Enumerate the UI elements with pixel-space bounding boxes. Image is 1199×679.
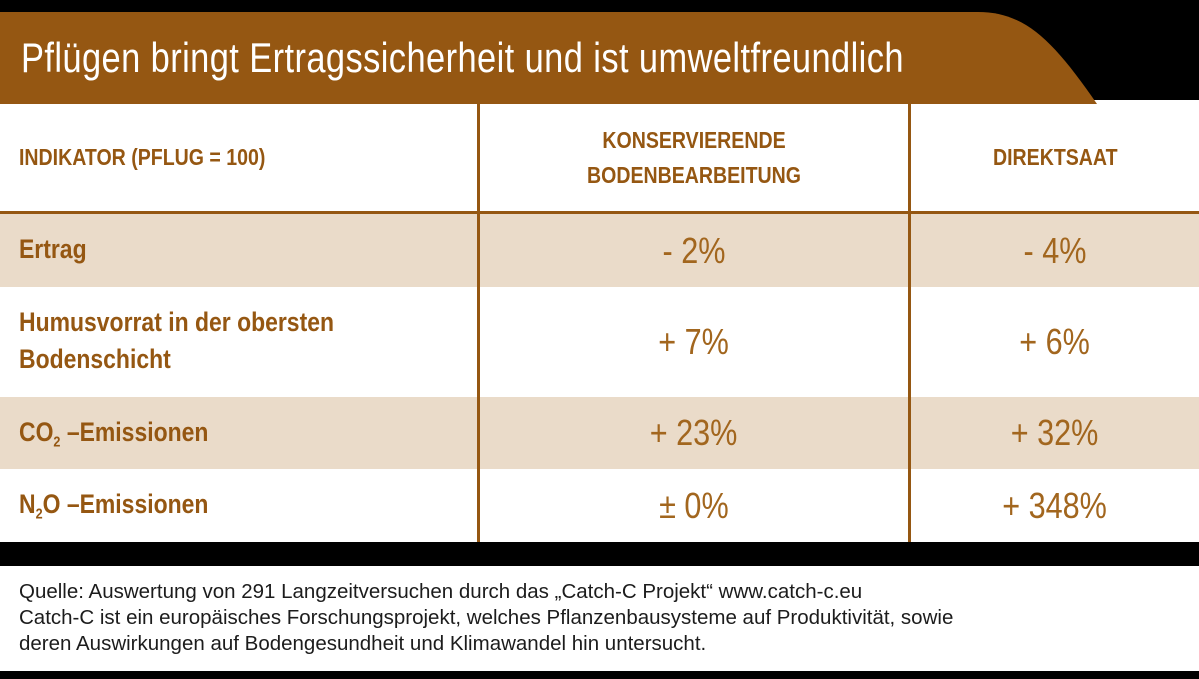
value-cell-direktsaat: + 6% [908,287,1199,397]
source-line-3: deren Auswirkungen auf Bodengesundheit u… [19,632,707,655]
row-label-text: Ertrag [19,234,87,265]
page-title: Pflügen bringt Ertragssicherheit und ist… [21,34,904,81]
header-label-direktsaat: DIREKTSAAT [992,144,1118,170]
row-label-text-post: –Emissionen [60,416,209,447]
source-note: Quelle: Auswertung von 291 Langzeitversu… [0,566,1199,671]
source-line-1: Quelle: Auswertung von 291 Langzeitversu… [19,580,863,603]
value-text: + 23% [650,412,738,453]
row-label-text: N [19,489,36,520]
value-text: ± 0% [659,484,729,526]
row-label-text: CO [19,416,54,447]
row-label: Ertrag [0,214,477,287]
value-cell-konservierende: - 2% [477,214,908,287]
value-text: - 4% [1023,229,1087,271]
row-label-subscript: 2 [35,506,43,523]
row-label: N2O –Emissionen [0,469,477,542]
header-cell-indikator: INDIKATOR (PFLUG = 100) [0,104,477,211]
value-cell-direktsaat: + 32% [908,397,1199,469]
black-divider-bar [0,542,1199,566]
header-cell-direktsaat: DIREKTSAAT [908,104,1199,211]
value-text: - 2% [662,229,726,271]
header-label-konservierende: KONSERVIERENDE BODENBEARBEITUNG [587,127,801,188]
row-label-subscript: 2 [53,434,61,451]
value-text: + 6% [1019,321,1091,362]
row-label: Humusvorrat in der obersten Bodenschicht [0,287,477,397]
table-row: CO2 –Emissionen + 23% + 32% [0,397,1199,469]
header-cell-konservierende: KONSERVIERENDE BODENBEARBEITUNG [477,104,908,211]
table-row: Humusvorrat in der obersten Bodenschicht… [0,287,1199,397]
banner-shape [0,12,1097,104]
value-text: + 348% [1002,484,1108,526]
row-label: CO2 –Emissionen [0,397,477,469]
header-label-indikator: INDIKATOR (PFLUG = 100) [19,144,266,170]
table-header-row: INDIKATOR (PFLUG = 100) KONSERVIERENDE B… [0,104,1199,214]
title-banner: Pflügen bringt Ertragssicherheit und ist… [0,0,1199,104]
row-label-text: Humusvorrat in der obersten Bodenschicht [19,307,334,374]
value-text: + 7% [658,321,730,362]
bottom-black-bar [0,671,1199,679]
value-cell-konservierende: + 7% [477,287,908,397]
value-cell-konservierende: ± 0% [477,469,908,542]
value-cell-direktsaat: + 348% [908,469,1199,542]
value-cell-direktsaat: - 4% [908,214,1199,287]
value-cell-konservierende: + 23% [477,397,908,469]
table-row: Ertrag - 2% - 4% [0,214,1199,287]
table-row: N2O –Emissionen ± 0% + 348% [0,469,1199,542]
value-text: + 32% [1011,412,1099,453]
source-line-2: Catch-C ist ein europäisches Forschungsp… [19,606,954,629]
row-label-text-post: O –Emissionen [42,489,209,520]
